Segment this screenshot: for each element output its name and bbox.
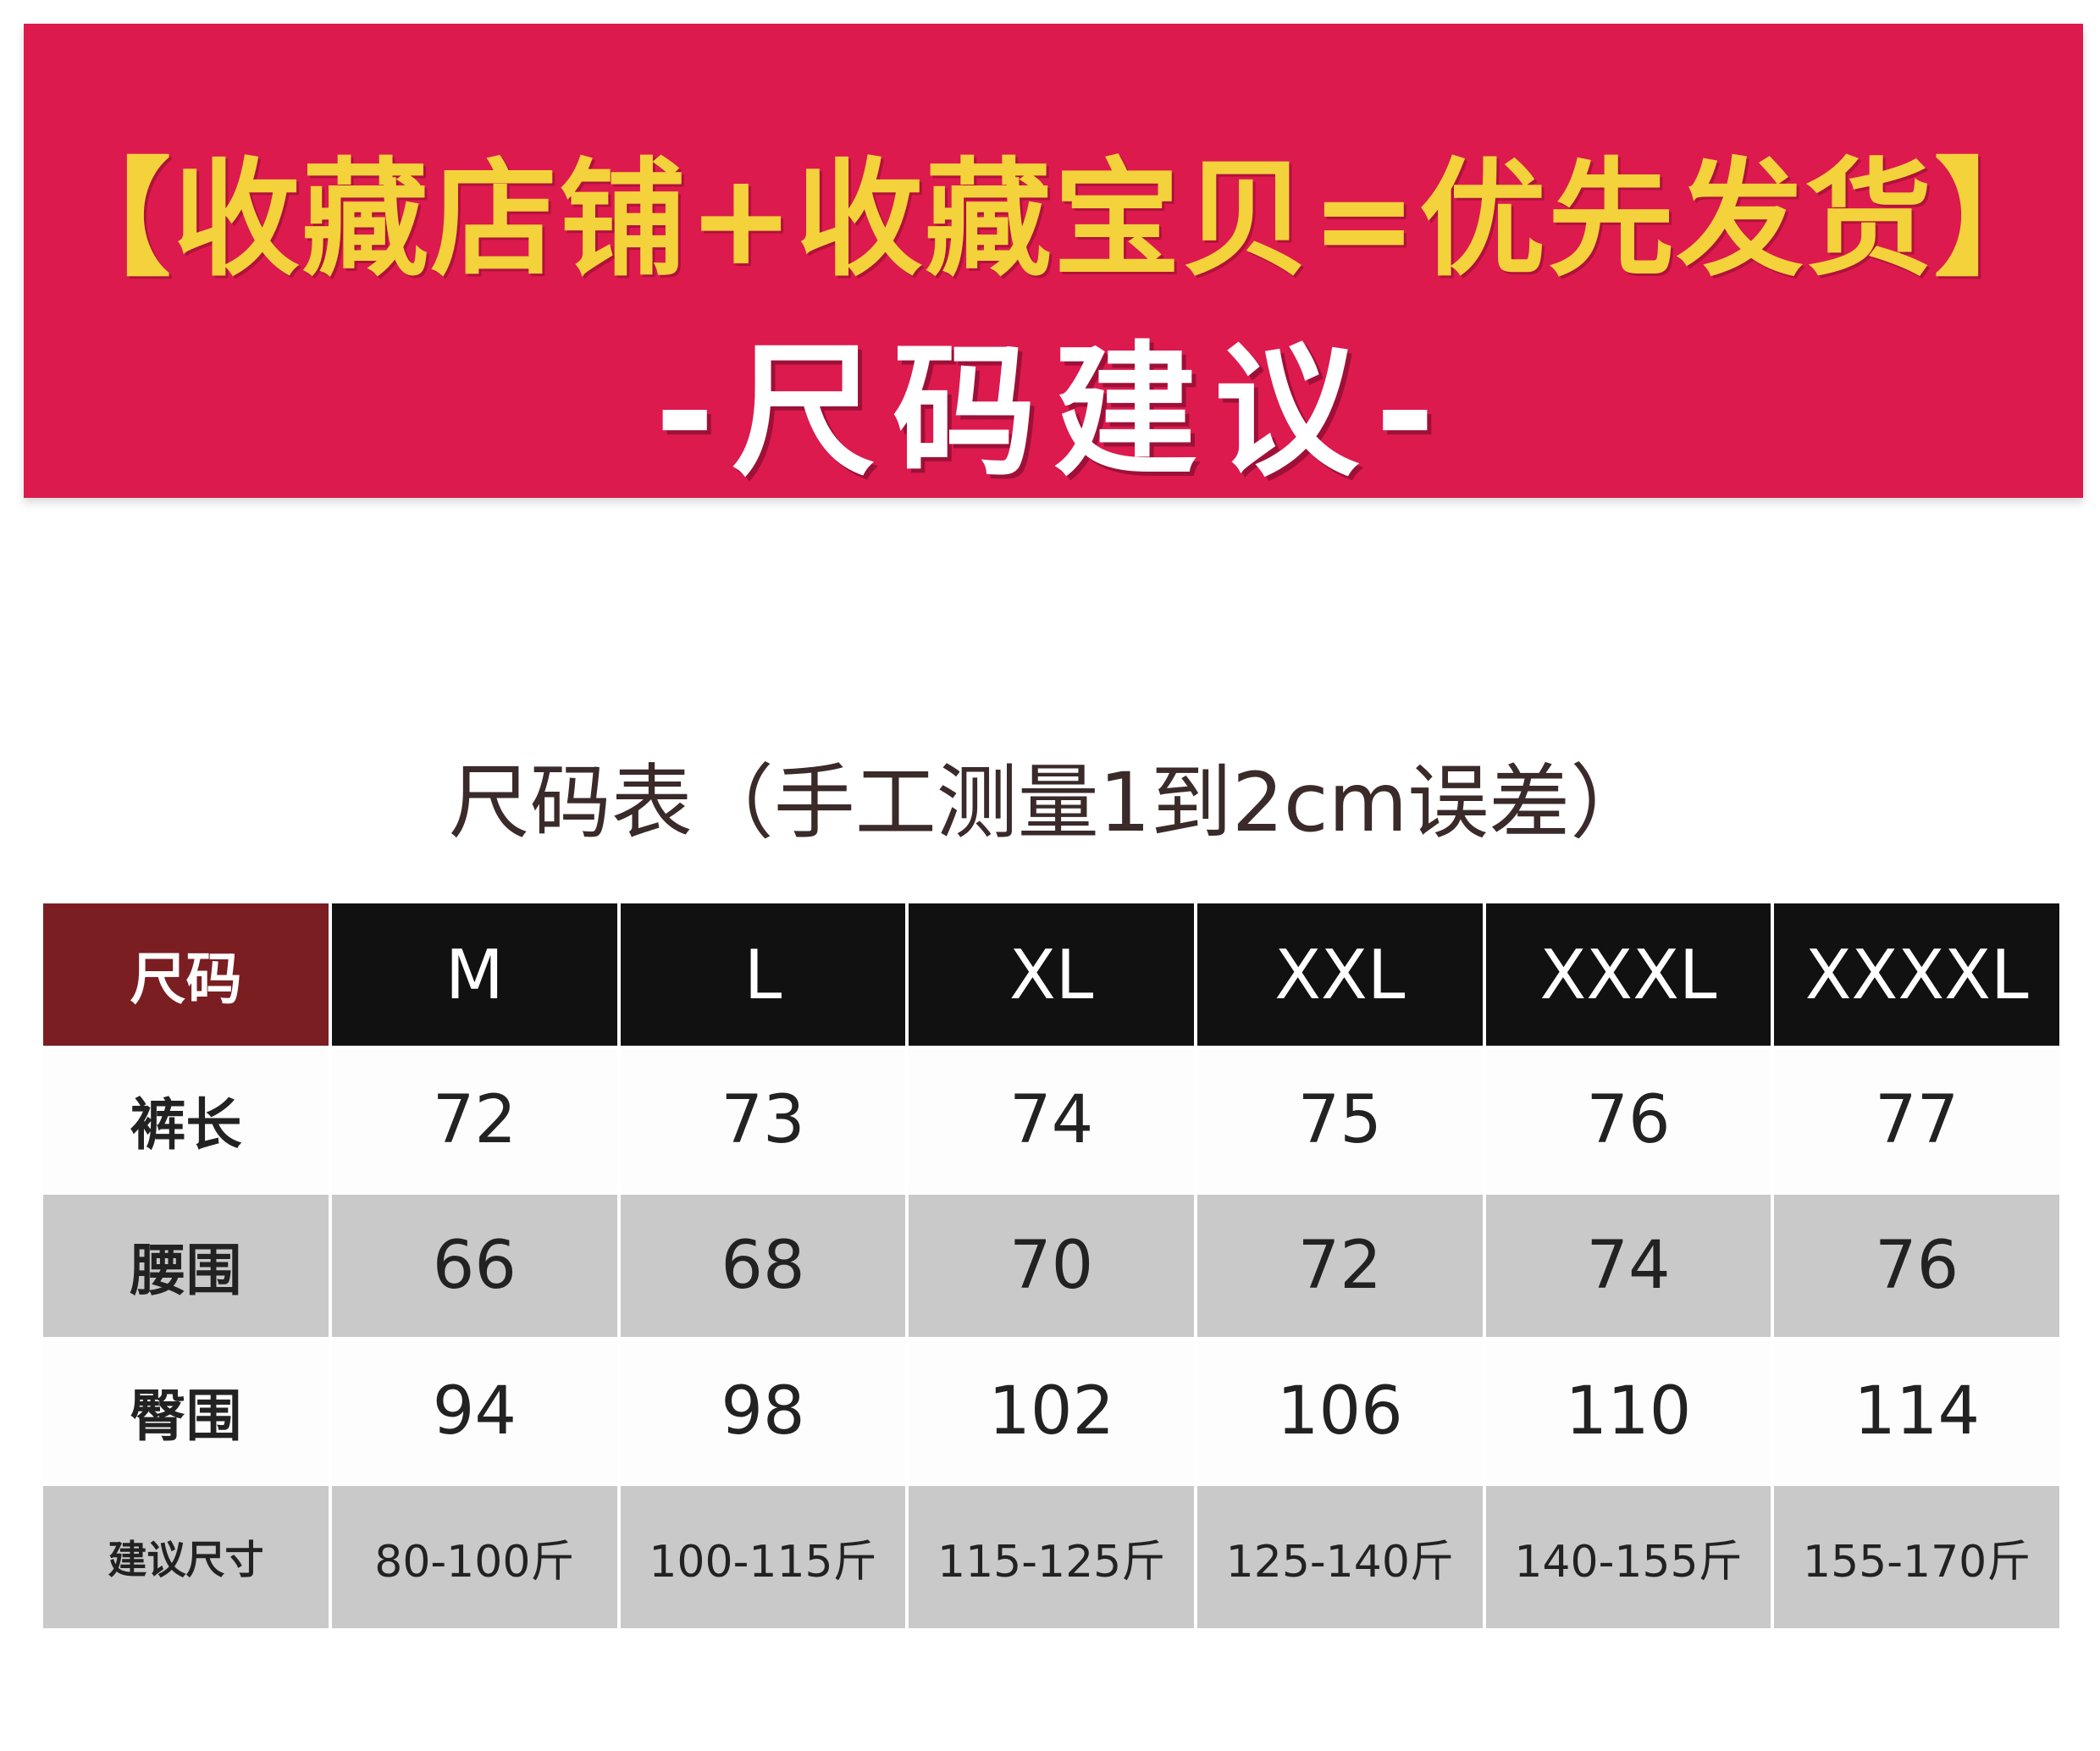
row-label: 裤长 [40,1046,332,1195]
cell: 114 [1771,1337,2063,1486]
banner-subtitle: -尺码建议- [655,329,1452,496]
cell: 140-155斤 [1482,1483,1775,1632]
table-row: 腰围 66 68 70 72 74 76 [40,1191,2063,1340]
cell: 70 [905,1191,1197,1340]
promo-text: 【收藏店铺+收藏宝贝=优先发货】 [44,146,2063,294]
header-size: XXL [1193,900,1486,1049]
table-row: 裤长 72 73 74 75 76 77 [40,1046,2063,1195]
cell: 75 [1193,1046,1486,1195]
row-label: 建议尺寸 [40,1483,332,1632]
cell: 125-140斤 [1193,1483,1486,1632]
cell: 74 [1482,1191,1775,1340]
cell: 115-125斤 [905,1483,1197,1632]
cell: 66 [329,1191,621,1340]
cell: 98 [616,1337,909,1486]
header-size: XL [905,900,1197,1049]
promo-banner: 【收藏店铺+收藏宝贝=优先发货】 -尺码建议- [24,24,2083,498]
header-size: L [616,900,909,1049]
table-row: 建议尺寸 80-100斤 100-115斤 115-125斤 125-140斤 … [40,1483,2063,1632]
cell: 76 [1482,1046,1775,1195]
header-size: XXXL [1482,900,1775,1049]
cell: 94 [329,1337,621,1486]
cell: 80-100斤 [329,1483,621,1632]
cell: 72 [1193,1191,1486,1340]
cell: 76 [1771,1191,2063,1340]
size-table: 尺码 M L XL XXL XXXL XXXXL 裤长 72 73 74 75 … [40,900,2063,1632]
header-corner: 尺码 [40,900,332,1049]
cell: 74 [905,1046,1197,1195]
table-title: 尺码表（手工测量1到2cm误差） [448,755,1652,850]
cell: 100-115斤 [616,1483,909,1632]
cell: 72 [329,1046,621,1195]
cell: 106 [1193,1337,1486,1486]
cell: 73 [616,1046,909,1195]
row-label: 腰围 [40,1191,332,1340]
cell: 110 [1482,1337,1775,1486]
table-row: 臀围 94 98 102 106 110 114 [40,1337,2063,1486]
cell: 77 [1771,1046,2063,1195]
cell: 68 [616,1191,909,1340]
header-size: XXXXL [1771,900,2063,1049]
cell: 102 [905,1337,1197,1486]
table-header-row: 尺码 M L XL XXL XXXL XXXXL [40,900,2063,1049]
header-size: M [329,900,621,1049]
row-label: 臀围 [40,1337,332,1486]
cell: 155-170斤 [1771,1483,2063,1632]
